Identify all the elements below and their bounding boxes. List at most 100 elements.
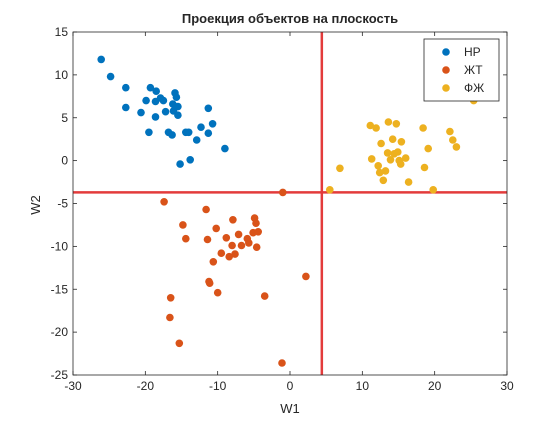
data-point [213,288,222,297]
data-point [122,103,130,112]
data-point [174,102,182,111]
x-axis-ticks: -30 -20 -10 0 10 20 30 [64,32,514,393]
data-point [302,272,310,281]
data-point [205,279,214,288]
data-point [172,93,181,101]
x-tick-label: 20 [428,379,442,393]
x-tick-label: 0 [287,379,294,393]
data-point [217,249,226,257]
data-point [452,143,461,151]
data-point [231,250,239,258]
y-tick-label: 5 [61,111,68,125]
data-point [204,129,213,137]
data-point [336,164,344,173]
data-point [396,160,405,168]
y-tick-label: -15 [51,282,69,296]
data-point [424,144,433,153]
x-tick-label: 10 [356,379,370,393]
legend-label: НР [464,45,481,59]
x-tick-label: -30 [64,379,82,393]
legend: НР ЖТ ФЖ [423,38,500,102]
data-point [379,176,388,185]
data-point [209,258,218,266]
chart-title: Проекция объектов на плоскость [182,11,398,26]
data-point [419,124,427,132]
series-2-points [160,188,310,367]
y-axis-ticks: -25 -20 -15 -10 -5 0 5 10 15 [51,25,507,382]
data-point [204,104,213,113]
data-point [278,359,286,367]
data-point [449,136,457,144]
data-point [151,113,160,121]
data-point [401,154,410,162]
legend-label: ФЖ [464,81,484,95]
legend-box [423,38,500,102]
data-point [245,239,253,247]
data-point [212,224,220,233]
data-point [420,163,429,172]
data-point [166,313,174,322]
legend-marker [442,84,450,92]
data-point [381,167,390,175]
data-point [202,205,210,214]
data-point [375,168,384,177]
legend-label: ЖТ [464,63,483,77]
data-point [142,96,150,105]
data-point [374,162,383,170]
y-tick-label: 0 [61,154,68,168]
series-3-points [326,96,478,194]
data-point [159,96,168,105]
series-1-points [97,55,229,168]
data-point [221,144,229,153]
data-point [161,107,170,116]
data-point [388,135,397,143]
data-point [237,241,246,250]
y-tick-label: 10 [55,68,69,82]
data-point [392,120,401,128]
data-point [182,234,190,243]
data-point [146,83,155,92]
data-point [137,108,145,117]
y-tick-label: -20 [51,325,69,339]
data-point [372,124,380,132]
x-tick-label: -20 [137,379,155,393]
data-point [228,241,236,250]
data-point [377,139,385,148]
data-point [326,186,334,194]
data-point [279,188,287,197]
y-tick-label: -10 [51,239,69,253]
x-tick-label: -10 [209,379,227,393]
data-point [176,160,184,168]
data-point [367,155,376,163]
data-point [383,149,392,157]
data-point [260,292,269,300]
legend-marker [442,66,450,74]
data-point [166,294,175,302]
data-point [203,235,212,244]
x-tick-label: 30 [500,379,514,393]
data-point [175,339,184,348]
data-point [404,178,413,186]
data-point [366,121,375,130]
y-axis-label: W2 [28,195,43,215]
data-point [208,120,217,128]
y-tick-label: -5 [57,197,68,211]
data-point [429,186,438,194]
data-point [252,219,260,227]
data-point [394,148,402,156]
data-point [160,198,168,206]
data-point [152,87,160,95]
data-point [197,123,205,131]
data-point [254,228,262,236]
data-points-layer [97,55,478,367]
data-point [397,138,406,146]
data-point [179,221,187,229]
data-point [229,216,237,224]
data-point [145,128,153,137]
data-point [122,83,130,92]
x-axis-label: W1 [280,401,300,416]
data-point [446,127,454,136]
data-point [184,128,193,137]
y-tick-label: -25 [51,368,69,382]
